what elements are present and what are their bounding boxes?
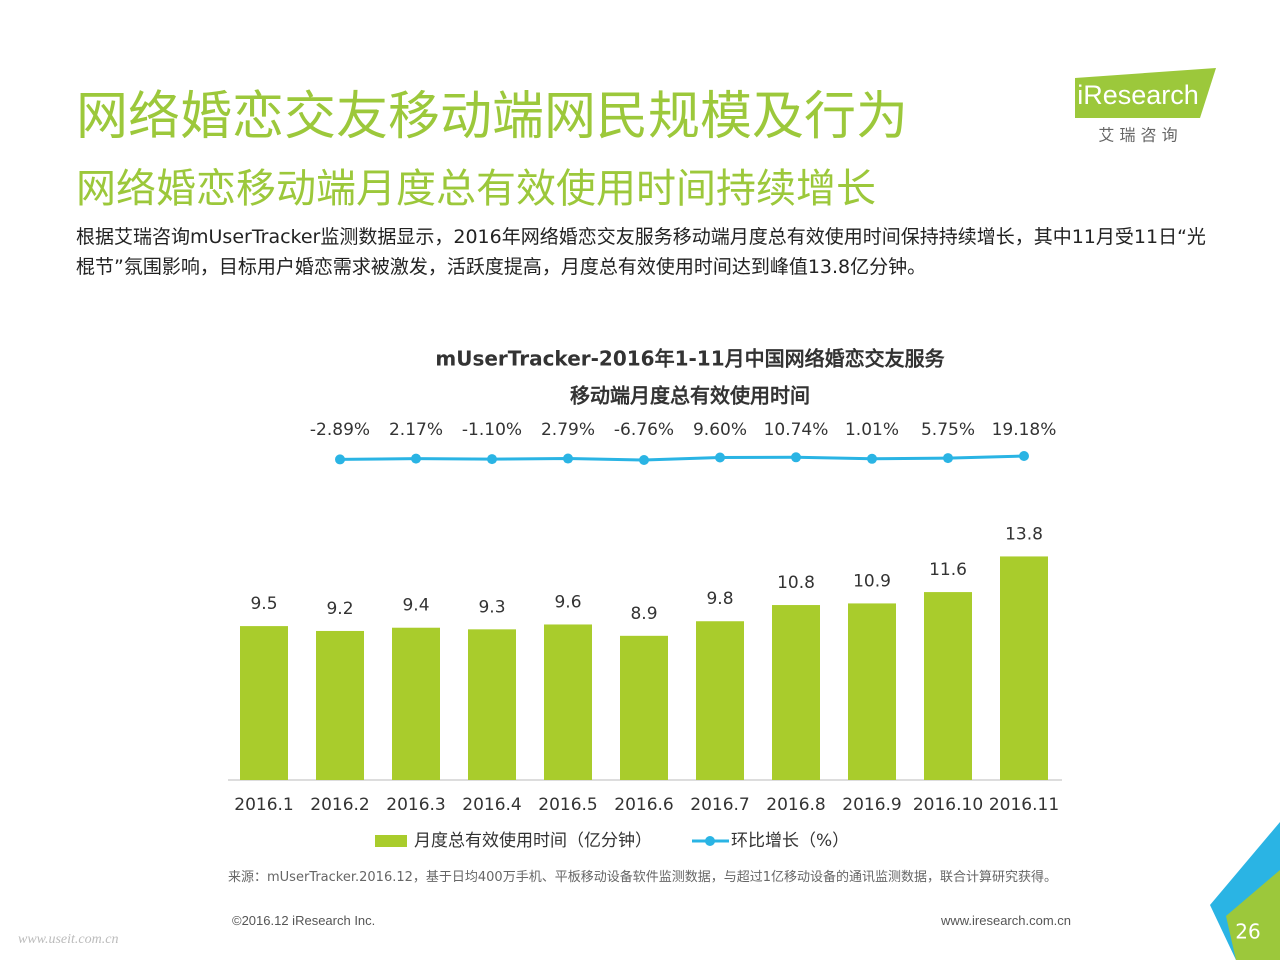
- line-point: [867, 453, 877, 464]
- copyright: ©2016.12 iResearch Inc.: [232, 913, 376, 928]
- data-label: -6.76%: [614, 420, 674, 440]
- line-point: [715, 452, 725, 463]
- line-point: [1019, 451, 1029, 461]
- x-tick-label: 2016.4: [462, 795, 521, 815]
- x-tick-label: 2016.9: [842, 795, 901, 815]
- data-label: 1.01%: [845, 420, 899, 440]
- line-point: [639, 455, 649, 465]
- data-label: 5.75%: [921, 420, 975, 440]
- x-tick-label: 2016.7: [690, 795, 749, 815]
- chart-title: 移动端月度总有效使用时间: [570, 384, 810, 408]
- line-point: [563, 453, 573, 464]
- data-label: 19.18%: [992, 420, 1057, 440]
- website: www.iresearch.com.cn: [940, 913, 1071, 928]
- data-label: 9.6: [554, 592, 581, 612]
- x-tick-label: 2016.10: [913, 795, 983, 815]
- chart-title: mUserTracker-2016年1-11月中国网络婚恋交友服务: [435, 347, 945, 371]
- bar: [924, 592, 972, 780]
- bar: [772, 605, 820, 780]
- legend-label: 月度总有效使用时间（亿分钟）: [414, 830, 652, 851]
- bar: [316, 630, 364, 780]
- line-point: [943, 453, 953, 464]
- bar: [620, 635, 668, 780]
- slide-title: 网络婚恋交友移动端网民规模及行为: [76, 87, 909, 147]
- legend-swatch: [705, 836, 715, 846]
- bar: [392, 627, 440, 780]
- data-label: 9.5: [250, 594, 277, 614]
- bar: [1000, 556, 1048, 780]
- logo-name: iResearch: [1077, 80, 1199, 110]
- bar: [468, 629, 516, 780]
- line-point: [791, 452, 801, 463]
- data-label: 9.4: [402, 596, 429, 616]
- data-label: 10.74%: [764, 420, 829, 440]
- data-label: -2.89%: [310, 420, 370, 440]
- x-tick-label: 2016.6: [614, 795, 673, 815]
- legend-label: 环比增长（%）: [731, 831, 849, 851]
- slide-subtitle: 网络婚恋移动端月度总有效使用时间持续增长: [76, 166, 876, 212]
- logo-tagline: 艾 瑞 咨 询: [1098, 126, 1177, 145]
- data-label: 9.60%: [693, 420, 747, 440]
- x-tick-label: 2016.8: [766, 795, 825, 815]
- data-label: 9.3: [478, 597, 505, 617]
- bar: [848, 603, 896, 780]
- data-label: 2.17%: [389, 420, 443, 440]
- data-label: -1.10%: [462, 420, 522, 440]
- line-point: [411, 453, 421, 464]
- description: 根据艾瑞咨询mUserTracker监测数据显示，2016年网络婚恋交友服务移动…: [76, 226, 1206, 278]
- legend-swatch: [375, 835, 407, 847]
- data-label: 10.8: [777, 573, 815, 593]
- corner-decoration: [1226, 870, 1280, 960]
- data-label: 8.9: [630, 604, 657, 624]
- data-label: 9.8: [706, 589, 733, 609]
- bar: [696, 621, 744, 780]
- x-tick-label: 2016.3: [386, 795, 445, 815]
- page-number: 26: [1235, 920, 1260, 944]
- bar: [240, 626, 288, 780]
- data-label: 13.8: [1005, 524, 1043, 544]
- x-tick-label: 2016.2: [310, 795, 369, 815]
- data-label: 10.9: [853, 571, 891, 591]
- x-tick-label: 2016.5: [538, 795, 597, 815]
- watermark: www.useit.com.cn: [18, 932, 119, 947]
- data-label: 2.79%: [541, 420, 595, 440]
- x-tick-label: 2016.1: [234, 795, 293, 815]
- x-tick-label: 2016.11: [989, 795, 1059, 815]
- line: [339, 454, 1025, 462]
- data-label: 9.2: [326, 599, 353, 619]
- bar: [544, 624, 592, 780]
- line-point: [335, 454, 345, 465]
- line-point: [487, 454, 497, 465]
- source-note: 来源：mUserTracker.2016.12，基于日均400万手机、平板移动设…: [228, 870, 1057, 885]
- logo-shape: [1075, 68, 1216, 118]
- data-label: 11.6: [929, 560, 967, 580]
